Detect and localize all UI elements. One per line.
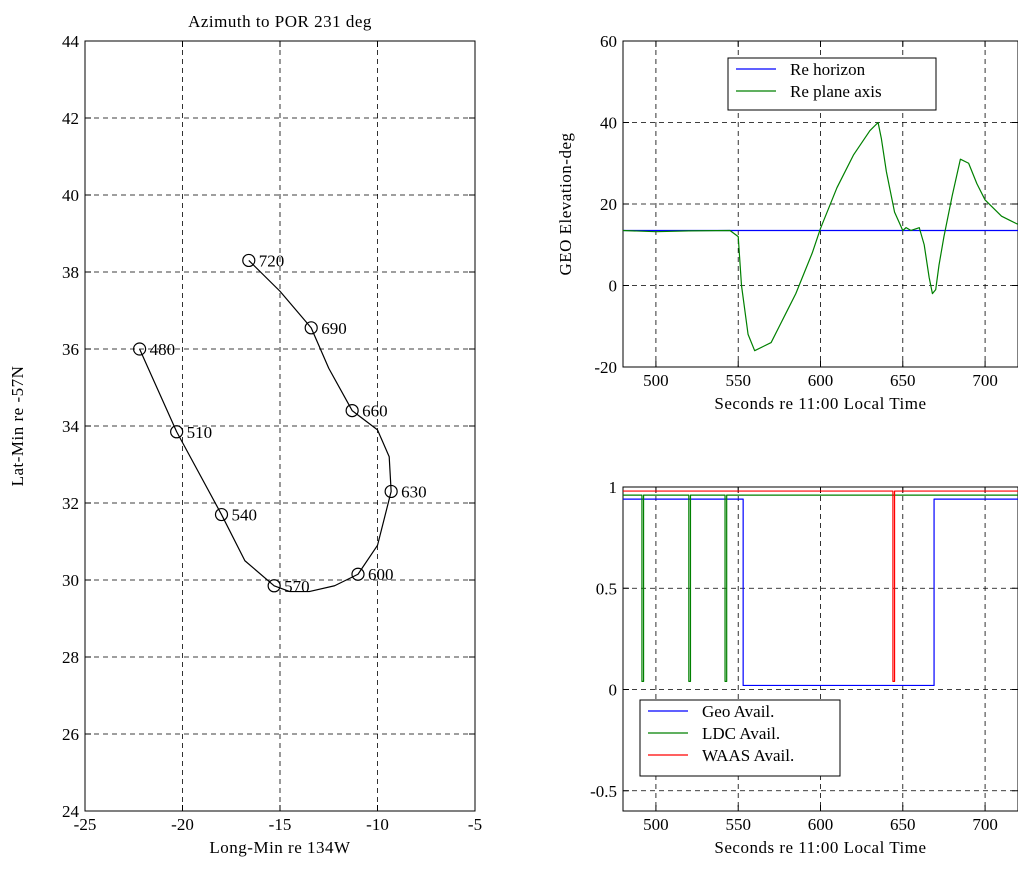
time-marker: [242, 253, 256, 268]
x-tick-label: 650: [890, 371, 916, 390]
x-tick-label: -15: [269, 815, 292, 834]
y-tick-label: 32: [62, 494, 79, 513]
y-tick-label: 28: [62, 648, 79, 667]
legend-label: WAAS Avail.: [702, 746, 794, 765]
x-tick-label: -25: [74, 815, 97, 834]
legend-label: Re plane axis: [790, 82, 882, 101]
y-tick-label: 0.5: [596, 579, 617, 598]
x-tick-label: 700: [972, 815, 998, 834]
series-line-0: [139, 260, 392, 593]
series-group: [139, 260, 392, 593]
legend-label: Geo Avail.: [702, 702, 774, 721]
y-tick-label: 24: [62, 802, 80, 821]
y-tick-label: 20: [600, 195, 617, 214]
time-marker: [267, 579, 281, 593]
y-tick-label: 36: [62, 340, 79, 359]
y-tick-label: 40: [62, 186, 79, 205]
x-tick-label: -20: [171, 815, 194, 834]
legend-box: [727, 57, 937, 111]
x-tick-label: 550: [725, 815, 751, 834]
series-group: [623, 121, 1018, 352]
y-axis-label: GEO Elevation-deg: [556, 132, 575, 275]
time-marker: [170, 425, 184, 439]
series-group: [623, 490, 1018, 687]
y-tick-label: 34: [62, 417, 80, 436]
time-marker-label: 720: [259, 251, 285, 270]
legend: Geo Avail. LDC Avail. WAAS Avail.: [639, 699, 841, 777]
y-tick-label: 1: [609, 478, 618, 497]
availability-chart: 500 550 600 650 700 -0.5 0 0.5 1 Seconds re 11:00…: [590, 478, 1018, 857]
series-line-geo-avail: [623, 498, 1018, 687]
time-marker: [345, 404, 359, 418]
y-tick-label: 60: [600, 32, 617, 51]
series-line-ldc-avail: [623, 494, 1018, 683]
time-marker-label: 660: [362, 402, 388, 421]
legend-box: [639, 699, 841, 777]
time-marker: [214, 507, 229, 522]
y-axis-label: Lat-Min re -57N: [8, 366, 27, 487]
y-tick-label: 38: [62, 263, 79, 282]
y-tick-label: 42: [62, 109, 79, 128]
x-axis-label: Seconds re 11:00 Local Time: [714, 838, 926, 857]
time-marker: [384, 484, 398, 499]
time-marker: [304, 321, 318, 335]
legend-label: LDC Avail.: [702, 724, 780, 743]
legend-label: Re horizon: [790, 60, 866, 79]
chart-title: Azimuth to POR 231 deg: [188, 12, 372, 31]
time-marker-label: 510: [187, 423, 213, 442]
time-marker-label: 480: [150, 340, 176, 359]
y-tick-label: 44: [62, 32, 80, 51]
x-tick-label: 700: [972, 371, 998, 390]
time-marker-label: 690: [321, 319, 347, 338]
x-tick-label: 650: [890, 815, 916, 834]
legend: Re horizon Re plane axis: [727, 57, 937, 111]
y-tick-label: 30: [62, 571, 79, 590]
time-marker-label: 540: [232, 506, 258, 525]
x-axis-label: Long-Min re 134W: [209, 838, 351, 857]
y-tick-label: 0: [609, 277, 618, 296]
y-tick-label: 40: [600, 114, 617, 133]
x-tick-label: 600: [808, 815, 834, 834]
y-tick-label: -20: [594, 358, 617, 377]
x-tick-label: -5: [468, 815, 482, 834]
x-axis-label: Seconds re 11:00 Local Time: [714, 394, 926, 413]
track-chart: -25 -20 -15 -10 -5 24 26 28 30 32 34 36 38 40 42 44 Long…: [8, 12, 482, 857]
x-tick-label: 500: [643, 815, 669, 834]
time-marker-label: 600: [368, 565, 394, 584]
x-tick-label: 500: [643, 371, 669, 390]
series-line-waas-avail: [623, 490, 1018, 683]
x-tick-label: 600: [808, 371, 834, 390]
series-line-re-plane-axis: [623, 121, 1018, 352]
y-tick-label: -0.5: [590, 782, 617, 801]
y-tick-label: 0: [609, 681, 618, 700]
x-tick-label: -10: [366, 815, 389, 834]
time-marker-label: 570: [284, 577, 310, 596]
elevation-chart: 500 550 600 650 700 -20 0 20 40 60 Seconds re 11:0…: [556, 32, 1018, 413]
time-marker: [351, 567, 365, 581]
y-tick-label: 26: [62, 725, 79, 744]
time-marker-label: 630: [401, 482, 427, 501]
time-marker: [133, 342, 147, 356]
x-tick-label: 550: [725, 371, 751, 390]
